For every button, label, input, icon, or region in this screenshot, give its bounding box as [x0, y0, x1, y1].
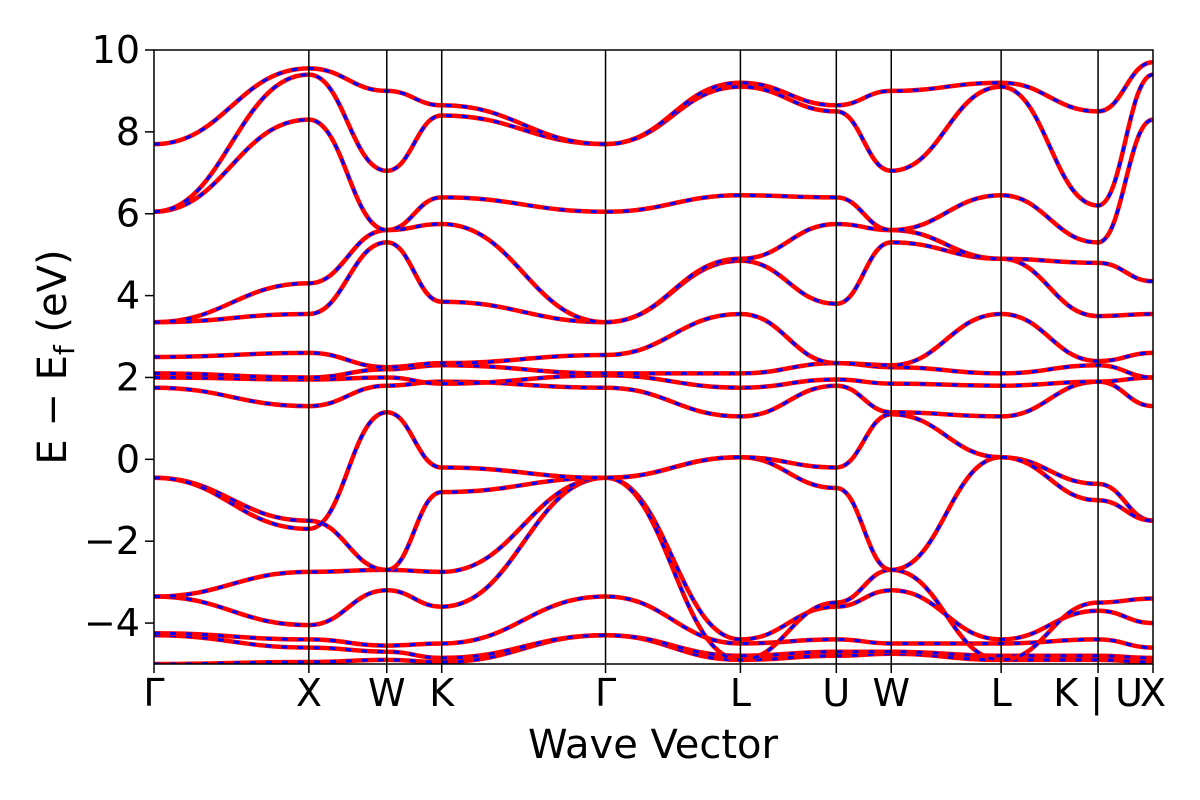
kpoint-label: K	[429, 671, 455, 715]
y-tick-label: 4	[116, 274, 140, 318]
y-tick-label: 8	[116, 110, 140, 154]
band-line-blue	[154, 361, 1153, 379]
band-line-blue	[154, 312, 1153, 369]
band-line-blue	[154, 60, 1153, 146]
band-line-blue	[154, 380, 1153, 418]
y-axis-title-main: E − E	[30, 355, 76, 465]
band-line-red	[154, 72, 1153, 214]
kpoint-label: L	[730, 671, 751, 715]
y-tick-label: 0	[116, 437, 140, 481]
band-line-red	[154, 475, 1153, 663]
kpoint-label: U	[822, 671, 850, 715]
y-tick-label: −2	[84, 519, 140, 563]
kpoint-label: X	[296, 671, 322, 715]
kpoint-label: L	[991, 671, 1012, 715]
kpoint-label: Γ	[595, 671, 616, 715]
y-axis-title-unit: (eV)	[30, 249, 76, 345]
band-line-blue	[154, 118, 1153, 244]
y-axis-ticks: −4 −2 0 2 4 6 8 10	[84, 28, 154, 645]
y-axis-title: E − Ef (eV)	[30, 249, 81, 464]
band-line-blue	[154, 633, 1153, 664]
band-line-red	[154, 311, 1153, 370]
band-line-red	[154, 360, 1153, 380]
y-tick-label: −4	[84, 601, 140, 645]
kpoint-label: X	[1140, 671, 1166, 715]
band-line-blue	[154, 373, 1153, 390]
y-tick-label: 6	[116, 192, 140, 236]
band-line-blue	[154, 222, 1153, 324]
bands-group	[154, 60, 1153, 664]
band-line-red	[154, 475, 1153, 642]
band-line-blue	[154, 73, 1153, 214]
band-line-red	[154, 410, 1153, 532]
y-tick-label: 2	[116, 355, 140, 399]
kpoint-lines	[308, 50, 1099, 664]
y-axis-title-subscript: f	[48, 344, 81, 355]
plot-frame	[153, 49, 1154, 665]
band-line-red	[154, 117, 1153, 245]
band-line-blue	[154, 476, 1153, 641]
kpoint-label: Γ	[143, 671, 164, 715]
band-line-blue	[154, 633, 1153, 660]
kpoint-label: W	[872, 671, 910, 715]
kpoint-label: W	[368, 671, 406, 715]
kpoint-label: K | U	[1053, 671, 1143, 716]
x-axis-title: Wave Vector	[528, 722, 779, 768]
band-line-blue	[154, 476, 1153, 662]
y-tick-label: 10	[92, 28, 140, 72]
